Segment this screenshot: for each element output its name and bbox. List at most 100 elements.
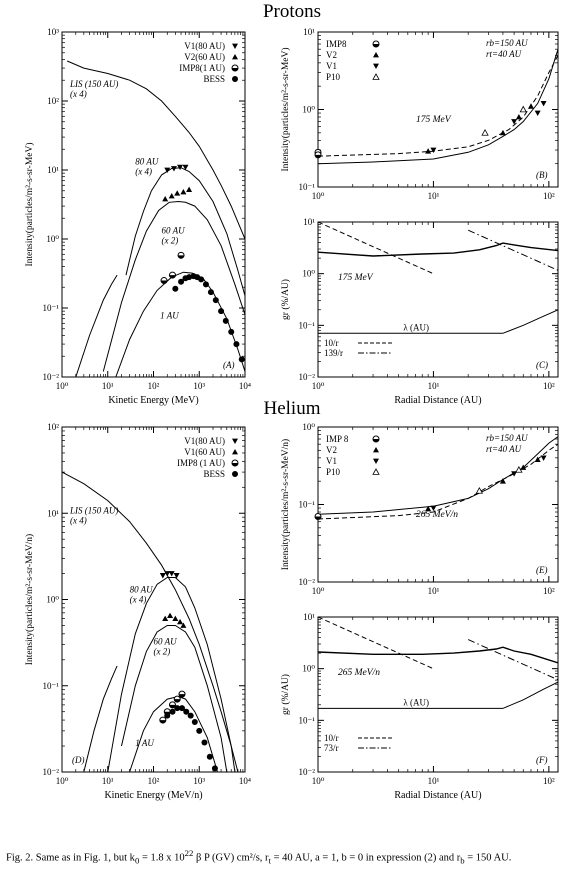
caption-text: Fig. 2. Same as in Fig. 1, but k: [6, 852, 135, 864]
caption-text: = 150 AU.: [464, 852, 512, 864]
curve-annotation: 60 AU: [162, 226, 186, 236]
legend-label: IMP8: [326, 39, 347, 49]
caption-sub: b: [460, 855, 465, 866]
data-point-v2-60-au-: [180, 188, 187, 195]
series-line-gr: [318, 646, 558, 664]
data-point-bess: [228, 328, 235, 335]
panel-label: (B): [536, 170, 548, 180]
legend-label: BESS: [203, 74, 225, 84]
legend-label: V1(80 AU): [184, 41, 225, 51]
legend-marker: [373, 439, 379, 442]
legend-label: 139/r: [324, 348, 343, 358]
curve-annotation: (x 4): [70, 515, 87, 525]
legend-label: V2: [326, 50, 337, 60]
series-line-model-dashed: [318, 443, 558, 520]
y-tick-label: 10²: [47, 96, 59, 106]
data-point-v2: [520, 464, 527, 470]
legend-marker: [232, 68, 238, 71]
caption-text: = 40 AU, a = 1, b = 0 in expression (2) …: [270, 852, 461, 864]
caption-sup: 22: [184, 848, 194, 858]
data-point-v1-80-au-: [164, 167, 171, 173]
legend-marker: [232, 438, 238, 444]
data-point-v2: [515, 114, 522, 120]
chart-panel-A: 10⁰ 10¹ 10² 10³ 10⁴ 10⁻² 10⁻¹ 10⁰ 10¹ 10² 10³ Kinet…: [24, 27, 251, 406]
data-point-v2-60-au-: [186, 186, 193, 192]
legend-marker: [232, 43, 238, 49]
data-point-imp8: [315, 154, 321, 158]
y-tick-label: 10⁻¹: [43, 681, 60, 691]
panel-label: (E): [536, 565, 548, 575]
curve-annotation: 80 AU: [130, 585, 154, 595]
x-tick-label: 10⁴: [239, 776, 251, 786]
panel-label: (F): [536, 755, 548, 765]
y-tick-label: 10⁰: [302, 269, 315, 279]
series-line-model: [318, 49, 558, 165]
curve-annotation: LIS (150 AU): [69, 505, 118, 515]
parameter-label: rt=40 AU: [486, 444, 522, 454]
y-axis-label: Intensity(particles/m²-s-sr-MeV/n): [280, 439, 291, 570]
curve-annotation: 80 AU: [135, 157, 159, 167]
x-tick-label: 10²: [148, 776, 160, 786]
x-tick-label: 10⁰: [312, 586, 325, 596]
data-point-v1: [540, 455, 547, 461]
x-axis-label: Radial Distance (AU): [394, 790, 481, 801]
data-point-bess: [179, 705, 186, 712]
plot-frame: [317, 426, 559, 583]
plot-frame: [317, 221, 559, 378]
x-tick-label: 10³: [193, 776, 205, 786]
series-line-73-r: [467, 639, 558, 681]
data-point-bess: [212, 297, 219, 304]
y-axis-label: Intensity(particles/m²-s-sr-MeV): [280, 47, 291, 171]
legend-marker: [232, 449, 238, 455]
data-point-v1: [534, 110, 541, 117]
y-tick-label: 10⁻¹: [299, 320, 316, 330]
data-point-bess: [187, 712, 194, 719]
energy-label: 265 MeV/n: [338, 668, 380, 678]
data-point-bess: [201, 739, 208, 746]
data-point-bess: [198, 276, 205, 283]
y-tick-label: 10¹: [303, 27, 315, 37]
data-point-v1-60-au-: [177, 618, 184, 625]
lambda-label: λ (AU): [403, 322, 429, 332]
data-point-bess: [174, 705, 181, 712]
y-tick-label: 10⁻¹: [299, 182, 316, 192]
data-point-imp8-1-au-: [159, 720, 166, 724]
data-point-p10: [475, 487, 484, 494]
legend-label: V2: [326, 445, 337, 455]
caption-text: = 1.8 x 10: [139, 852, 185, 864]
data-point-v2: [499, 129, 506, 136]
x-tick-label: 10⁰: [56, 381, 69, 391]
legend-label: V1: [326, 456, 337, 466]
y-tick-label: 10⁻²: [299, 372, 316, 382]
legend-label: IMP8 (1 AU): [177, 458, 225, 468]
data-point-v1-60-au-: [162, 615, 169, 622]
figure-caption: Fig. 2. Same as in Fig. 1, but k0 = 1.8 …: [6, 848, 584, 866]
y-axis-label: gr (%/AU): [280, 674, 291, 715]
data-point-v1: [430, 505, 437, 512]
legend-label: V2(60 AU): [184, 52, 225, 62]
data-point-v1-60-au-: [180, 622, 187, 628]
y-axis-label: Intensity(particles/m²-s-sr-MeV/n): [24, 534, 35, 665]
data-point-bess: [169, 708, 176, 715]
y-tick-label: 10¹: [47, 508, 59, 518]
chart-panel-E: 10⁰ 10¹ 10² 10⁻² 10⁻¹ 10⁰ Intensity(particles/…: [280, 422, 559, 596]
legend-label: V1(80 AU): [184, 436, 225, 446]
series-line-lis-150-au-: [62, 471, 239, 772]
title-helium: Helium: [264, 398, 321, 419]
x-tick-label: 10¹: [428, 381, 440, 391]
energy-label: 175 MeV: [338, 273, 374, 283]
data-point-v1-60-au-: [172, 615, 179, 622]
data-point-v2: [534, 456, 541, 462]
data-point-v2: [527, 103, 534, 109]
y-tick-label: 10⁻¹: [299, 715, 316, 725]
data-point-imp8-1-au-: [178, 255, 185, 259]
data-point-imp8-1-au-: [169, 275, 176, 279]
parameter-label: rt=40 AU: [486, 49, 522, 59]
x-tick-label: 10²: [543, 776, 555, 786]
data-point-bess: [172, 285, 179, 292]
data-point-bess: [191, 718, 198, 725]
curve-annotation: 1 AU: [160, 311, 179, 321]
series-line-60-au: [102, 200, 245, 372]
plot-frame: [317, 616, 559, 773]
data-point-bess: [207, 289, 214, 296]
